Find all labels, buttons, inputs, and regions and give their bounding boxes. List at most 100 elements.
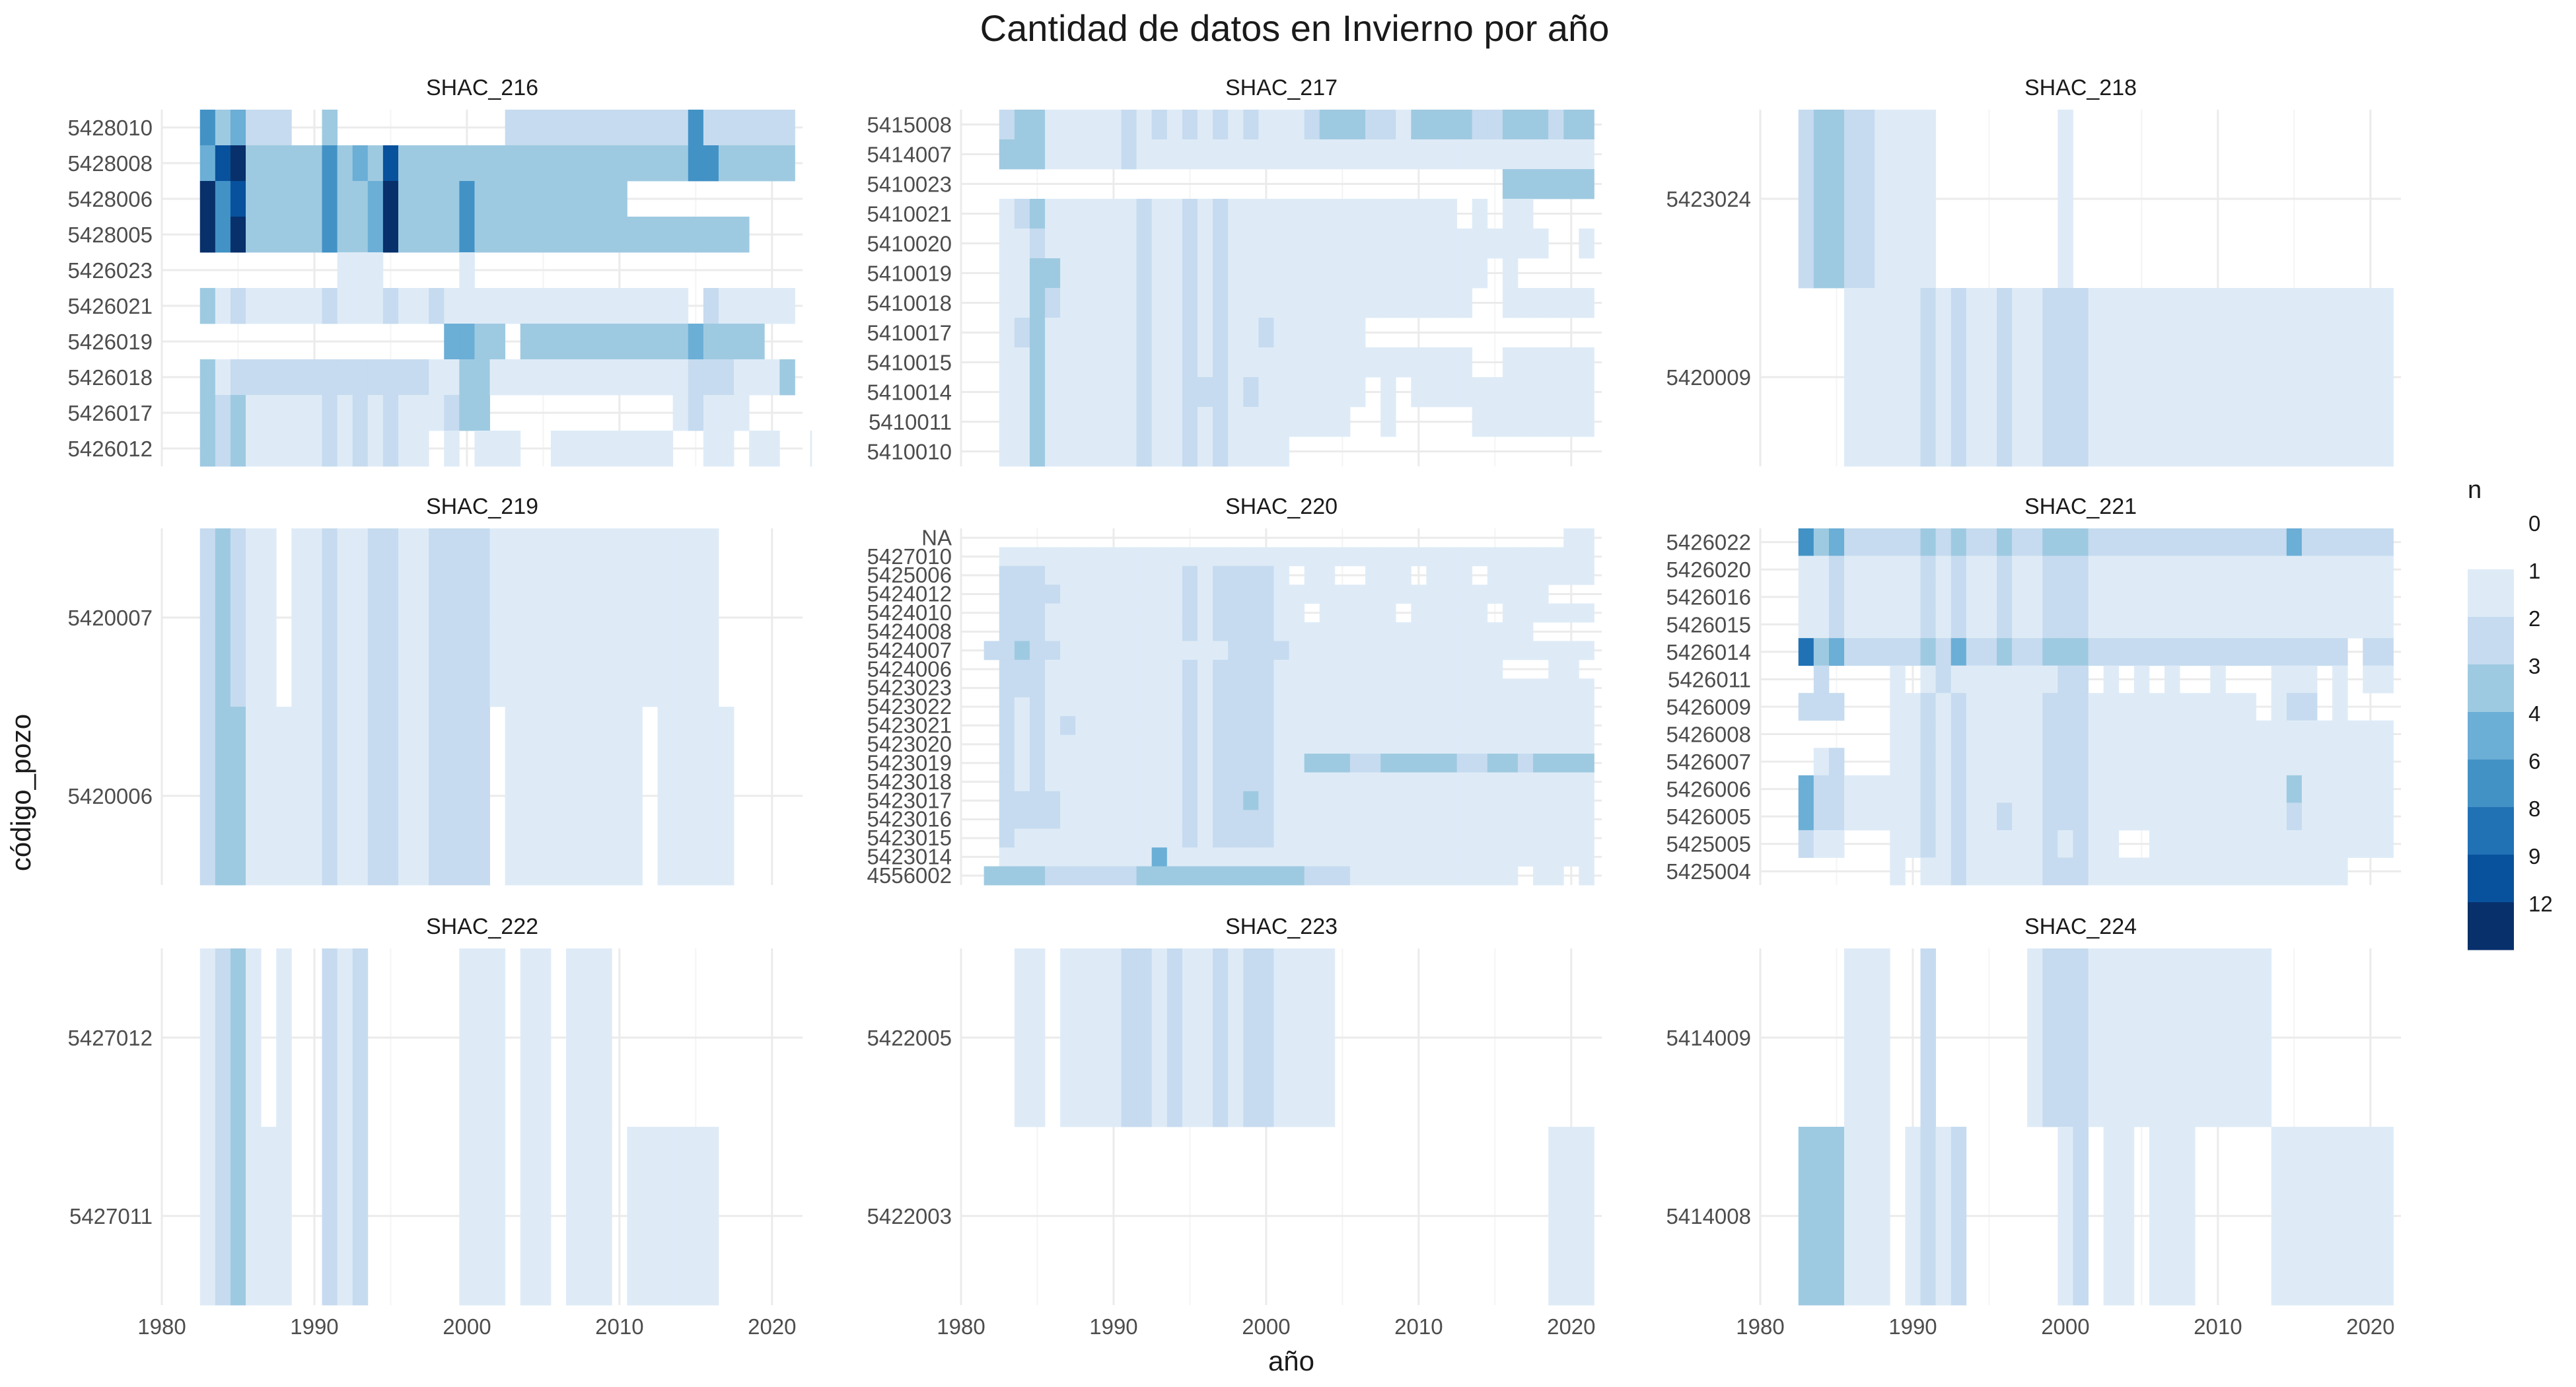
heatmap-tile	[2149, 1127, 2165, 1306]
heatmap-tile	[1411, 734, 1427, 754]
heatmap-tile	[1197, 828, 1213, 848]
heatmap-tile	[1548, 565, 1564, 585]
heatmap-tile	[1182, 258, 1198, 289]
heatmap-tile	[2027, 748, 2043, 776]
heatmap-tile	[1502, 585, 1519, 604]
heatmap-tile	[489, 145, 506, 182]
heatmap-tile	[1060, 603, 1076, 623]
heatmap-tile	[1091, 377, 1106, 408]
heatmap-tile	[276, 145, 292, 182]
heatmap-tile	[1579, 678, 1594, 698]
heatmap-tile	[215, 948, 231, 1127]
heatmap-tile	[1441, 199, 1457, 229]
heatmap-tile	[505, 288, 521, 324]
heatmap-tile	[1136, 734, 1153, 754]
heatmap-tile	[1029, 565, 1046, 585]
heatmap-tile	[734, 288, 750, 324]
heatmap-tile	[1029, 229, 1046, 259]
heatmap-tile	[337, 948, 353, 1127]
heatmap-tile	[2012, 665, 2028, 694]
heatmap-tile	[2073, 775, 2089, 803]
heatmap-tile	[1411, 377, 1427, 408]
heatmap-tile	[1029, 734, 1046, 754]
heatmap-tile	[2103, 693, 2120, 721]
heatmap-tile	[2286, 693, 2303, 721]
heatmap-tile	[1396, 754, 1412, 773]
heatmap-tile	[749, 431, 765, 467]
heatmap-tile	[1563, 810, 1579, 830]
heatmap-tile	[1935, 288, 1952, 467]
heatmap-tile	[2210, 748, 2226, 776]
heatmap-tile	[550, 145, 567, 182]
heatmap-tile	[1349, 791, 1366, 810]
heatmap-tile	[1950, 555, 1967, 584]
heatmap-tile	[1151, 565, 1168, 585]
heatmap-tile	[1075, 772, 1091, 792]
heatmap-tile	[1875, 110, 1890, 289]
heatmap-tile	[566, 145, 582, 182]
heatmap-tile	[2057, 748, 2073, 776]
heatmap-tile	[1197, 772, 1213, 792]
heatmap-tile	[1060, 810, 1076, 830]
heatmap-tile	[413, 431, 429, 467]
heatmap-tile	[550, 707, 567, 886]
heatmap-tile	[1029, 810, 1046, 830]
heatmap-tile	[1533, 110, 1549, 140]
heatmap-tile	[2195, 638, 2211, 666]
heatmap-tile	[2316, 1127, 2333, 1306]
heatmap-tile	[398, 707, 414, 886]
heatmap-tile	[1060, 641, 1076, 660]
heatmap-tile	[1182, 199, 1198, 229]
heatmap-tile	[1106, 948, 1122, 1127]
heatmap-tile	[1441, 847, 1457, 867]
heatmap-tile	[215, 1127, 231, 1306]
heatmap-tile	[2149, 802, 2165, 831]
heatmap-tile	[1045, 866, 1061, 886]
heatmap-tile	[1981, 555, 1997, 584]
heatmap-tile	[1228, 754, 1244, 773]
heatmap-tile	[535, 181, 552, 217]
heatmap-tile	[1166, 547, 1183, 567]
heatmap-tile	[1365, 139, 1381, 170]
heatmap-tile	[1106, 347, 1122, 378]
heatmap-tile	[1966, 802, 1982, 831]
heatmap-tile	[1060, 659, 1076, 679]
heatmap-tile	[2347, 288, 2363, 467]
heatmap-tile	[1920, 528, 1936, 556]
heatmap-tile	[2195, 775, 2211, 803]
heatmap-tile	[999, 866, 1015, 886]
heatmap-tile	[1091, 199, 1106, 229]
heatmap-tile	[2378, 288, 2394, 467]
heatmap-tile	[550, 359, 567, 396]
heatmap-tile	[1563, 528, 1579, 548]
heatmap-tile	[581, 217, 597, 253]
heatmap-tile	[2286, 665, 2303, 694]
heatmap-tile	[1396, 697, 1412, 717]
heatmap-tile	[1396, 734, 1412, 754]
heatmap-tile	[1166, 948, 1183, 1127]
heatmap-tile	[2027, 802, 2043, 831]
heatmap-tile	[1258, 622, 1274, 641]
heatmap-tile	[2195, 583, 2211, 612]
heatmap-tile	[1517, 585, 1534, 604]
heatmap-tile	[1426, 866, 1442, 886]
heatmap-tile	[1380, 377, 1396, 408]
heatmap-tile	[2012, 830, 2028, 858]
heatmap-tile	[337, 181, 353, 217]
heatmap-tile	[1014, 734, 1030, 754]
legend-label: 9	[2528, 844, 2540, 869]
heatmap-tile	[2225, 857, 2241, 886]
heatmap-tile	[581, 431, 597, 467]
heatmap-tile	[1334, 791, 1351, 810]
heatmap-tile	[984, 866, 1000, 886]
heatmap-tile	[1197, 318, 1213, 348]
heatmap-tile	[1487, 585, 1503, 604]
heatmap-tile	[1579, 847, 1594, 867]
heatmap-tile	[1981, 583, 1997, 612]
heatmap-tile	[734, 395, 750, 431]
y-tick-label: 5428010	[68, 116, 153, 140]
heatmap-tile	[459, 528, 475, 707]
heatmap-tile	[2271, 555, 2287, 584]
heatmap-tile	[1213, 641, 1229, 660]
